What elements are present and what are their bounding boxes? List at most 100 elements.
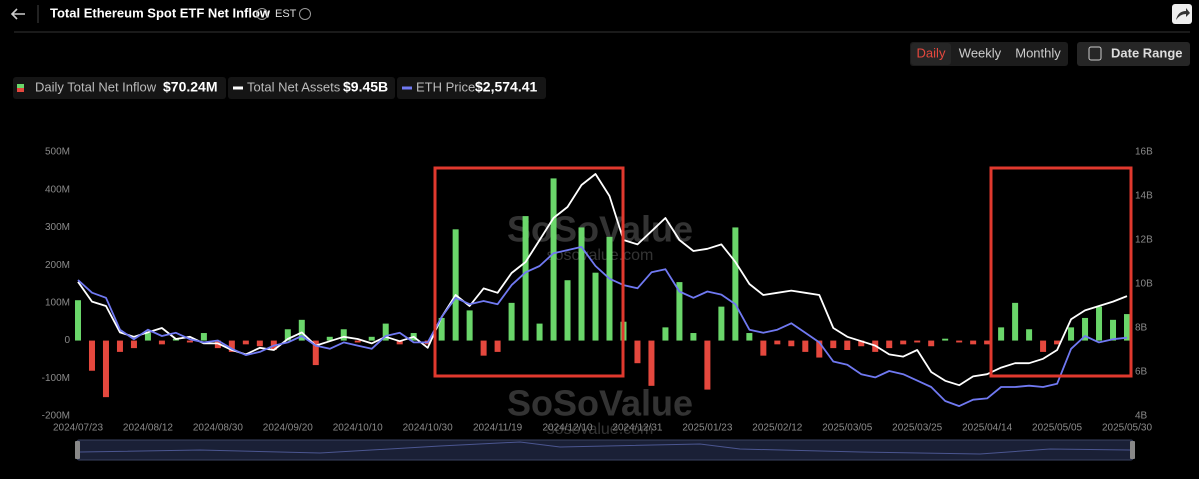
bar — [900, 340, 907, 345]
bar — [592, 272, 599, 341]
legend-swatch — [17, 84, 24, 88]
x-tick-label: 2024/08/30 — [193, 423, 243, 434]
legend-box — [228, 77, 395, 99]
info-icon[interactable] — [299, 8, 311, 20]
bar — [326, 336, 333, 341]
legend-box — [13, 77, 226, 99]
bar — [312, 340, 319, 366]
bar — [690, 333, 697, 341]
bar — [802, 340, 809, 352]
bar — [564, 280, 571, 341]
timezone: EST — [275, 8, 297, 20]
bar — [774, 340, 781, 345]
y-tick-label: 0 — [64, 335, 70, 346]
bar — [1040, 340, 1047, 352]
bar — [704, 340, 711, 390]
bar — [480, 340, 487, 356]
bar — [1054, 340, 1061, 345]
x-tick-label: 2025/02/12 — [752, 423, 802, 434]
bar — [508, 302, 515, 341]
legend-value: $2,574.41 — [475, 79, 537, 95]
x-tick-label: 2024/09/20 — [263, 423, 313, 434]
y-tick-label: 400M — [45, 184, 70, 195]
bar — [858, 340, 865, 347]
legend-value: $9.45B — [343, 79, 388, 95]
line — [77, 246, 1128, 407]
x-tick-label: 2025/05/30 — [1102, 423, 1152, 434]
navigator-handle[interactable] — [75, 441, 80, 459]
date-range-button[interactable] — [1077, 42, 1190, 66]
y2-tick-label: 8B — [1135, 323, 1148, 334]
y-tick-label: -100M — [42, 373, 70, 384]
bar — [438, 317, 445, 341]
period-button[interactable]: Daily — [917, 45, 946, 60]
bar — [200, 333, 207, 341]
bar — [648, 340, 655, 386]
bar — [550, 178, 557, 341]
bar — [606, 236, 613, 341]
bar — [676, 282, 683, 341]
bar — [130, 340, 137, 349]
bar — [256, 340, 263, 347]
bar — [1096, 306, 1103, 341]
x-tick-label: 2025/03/25 — [892, 423, 942, 434]
bar — [494, 340, 501, 352]
bar — [354, 340, 361, 343]
y2-tick-label: 14B — [1135, 191, 1153, 202]
watermark: SoSoValue — [507, 209, 693, 250]
highlight-box — [989, 166, 1133, 378]
calendar-icon — [1088, 46, 1102, 61]
navigator-handle[interactable] — [1130, 441, 1135, 459]
x-tick-label: 2024/08/12 — [123, 423, 173, 434]
navigator[interactable] — [76, 439, 1134, 461]
y2-tick-label: 4B — [1135, 411, 1148, 422]
bar — [382, 323, 389, 341]
bar — [102, 340, 109, 398]
info-icon[interactable] — [256, 8, 268, 20]
share-icon — [1176, 8, 1190, 20]
x-tick-label: 2025/03/05 — [822, 423, 872, 434]
legend-box — [397, 77, 546, 99]
x-tick-label: 2024/10/10 — [333, 423, 383, 434]
bar — [466, 310, 473, 341]
watermark: sosovalue.com — [547, 421, 654, 438]
x-tick-label: 2024/10/30 — [403, 423, 453, 434]
y-tick-label: 500M — [45, 147, 70, 158]
bar — [634, 340, 641, 364]
legend-label: ETH Price — [416, 79, 475, 94]
bar — [396, 340, 403, 345]
y2-tick-label: 6B — [1135, 367, 1148, 378]
bar — [998, 327, 1005, 341]
period-button[interactable]: Weekly — [959, 45, 1002, 60]
highlight-box — [433, 166, 625, 378]
bar — [242, 340, 249, 345]
x-tick-label: 2025/04/14 — [962, 423, 1012, 434]
bar — [928, 340, 935, 347]
bar — [88, 340, 95, 371]
bar — [158, 340, 165, 345]
x-tick-label: 2024/12/10 — [543, 423, 593, 434]
bar — [1026, 329, 1033, 341]
bar — [1012, 302, 1019, 341]
bar — [186, 340, 193, 343]
bar — [718, 306, 725, 341]
back-button[interactable] — [10, 8, 25, 20]
legend-label: Daily Total Net Inflow — [35, 79, 157, 94]
bar — [1110, 319, 1117, 341]
bar — [228, 340, 235, 352]
x-tick-label: 2024/07/23 — [53, 423, 103, 434]
y2-tick-label: 10B — [1135, 279, 1153, 290]
bar — [732, 227, 739, 341]
line — [77, 173, 1128, 387]
bar — [970, 340, 977, 345]
legend-value: $70.24M — [163, 79, 217, 95]
bar — [746, 333, 753, 341]
period-button[interactable]: Monthly — [1015, 45, 1061, 60]
period-active — [911, 43, 951, 65]
x-tick-label: 2024/12/31 — [612, 423, 662, 434]
bar — [452, 229, 459, 341]
bar — [830, 340, 837, 349]
bar — [662, 327, 669, 341]
